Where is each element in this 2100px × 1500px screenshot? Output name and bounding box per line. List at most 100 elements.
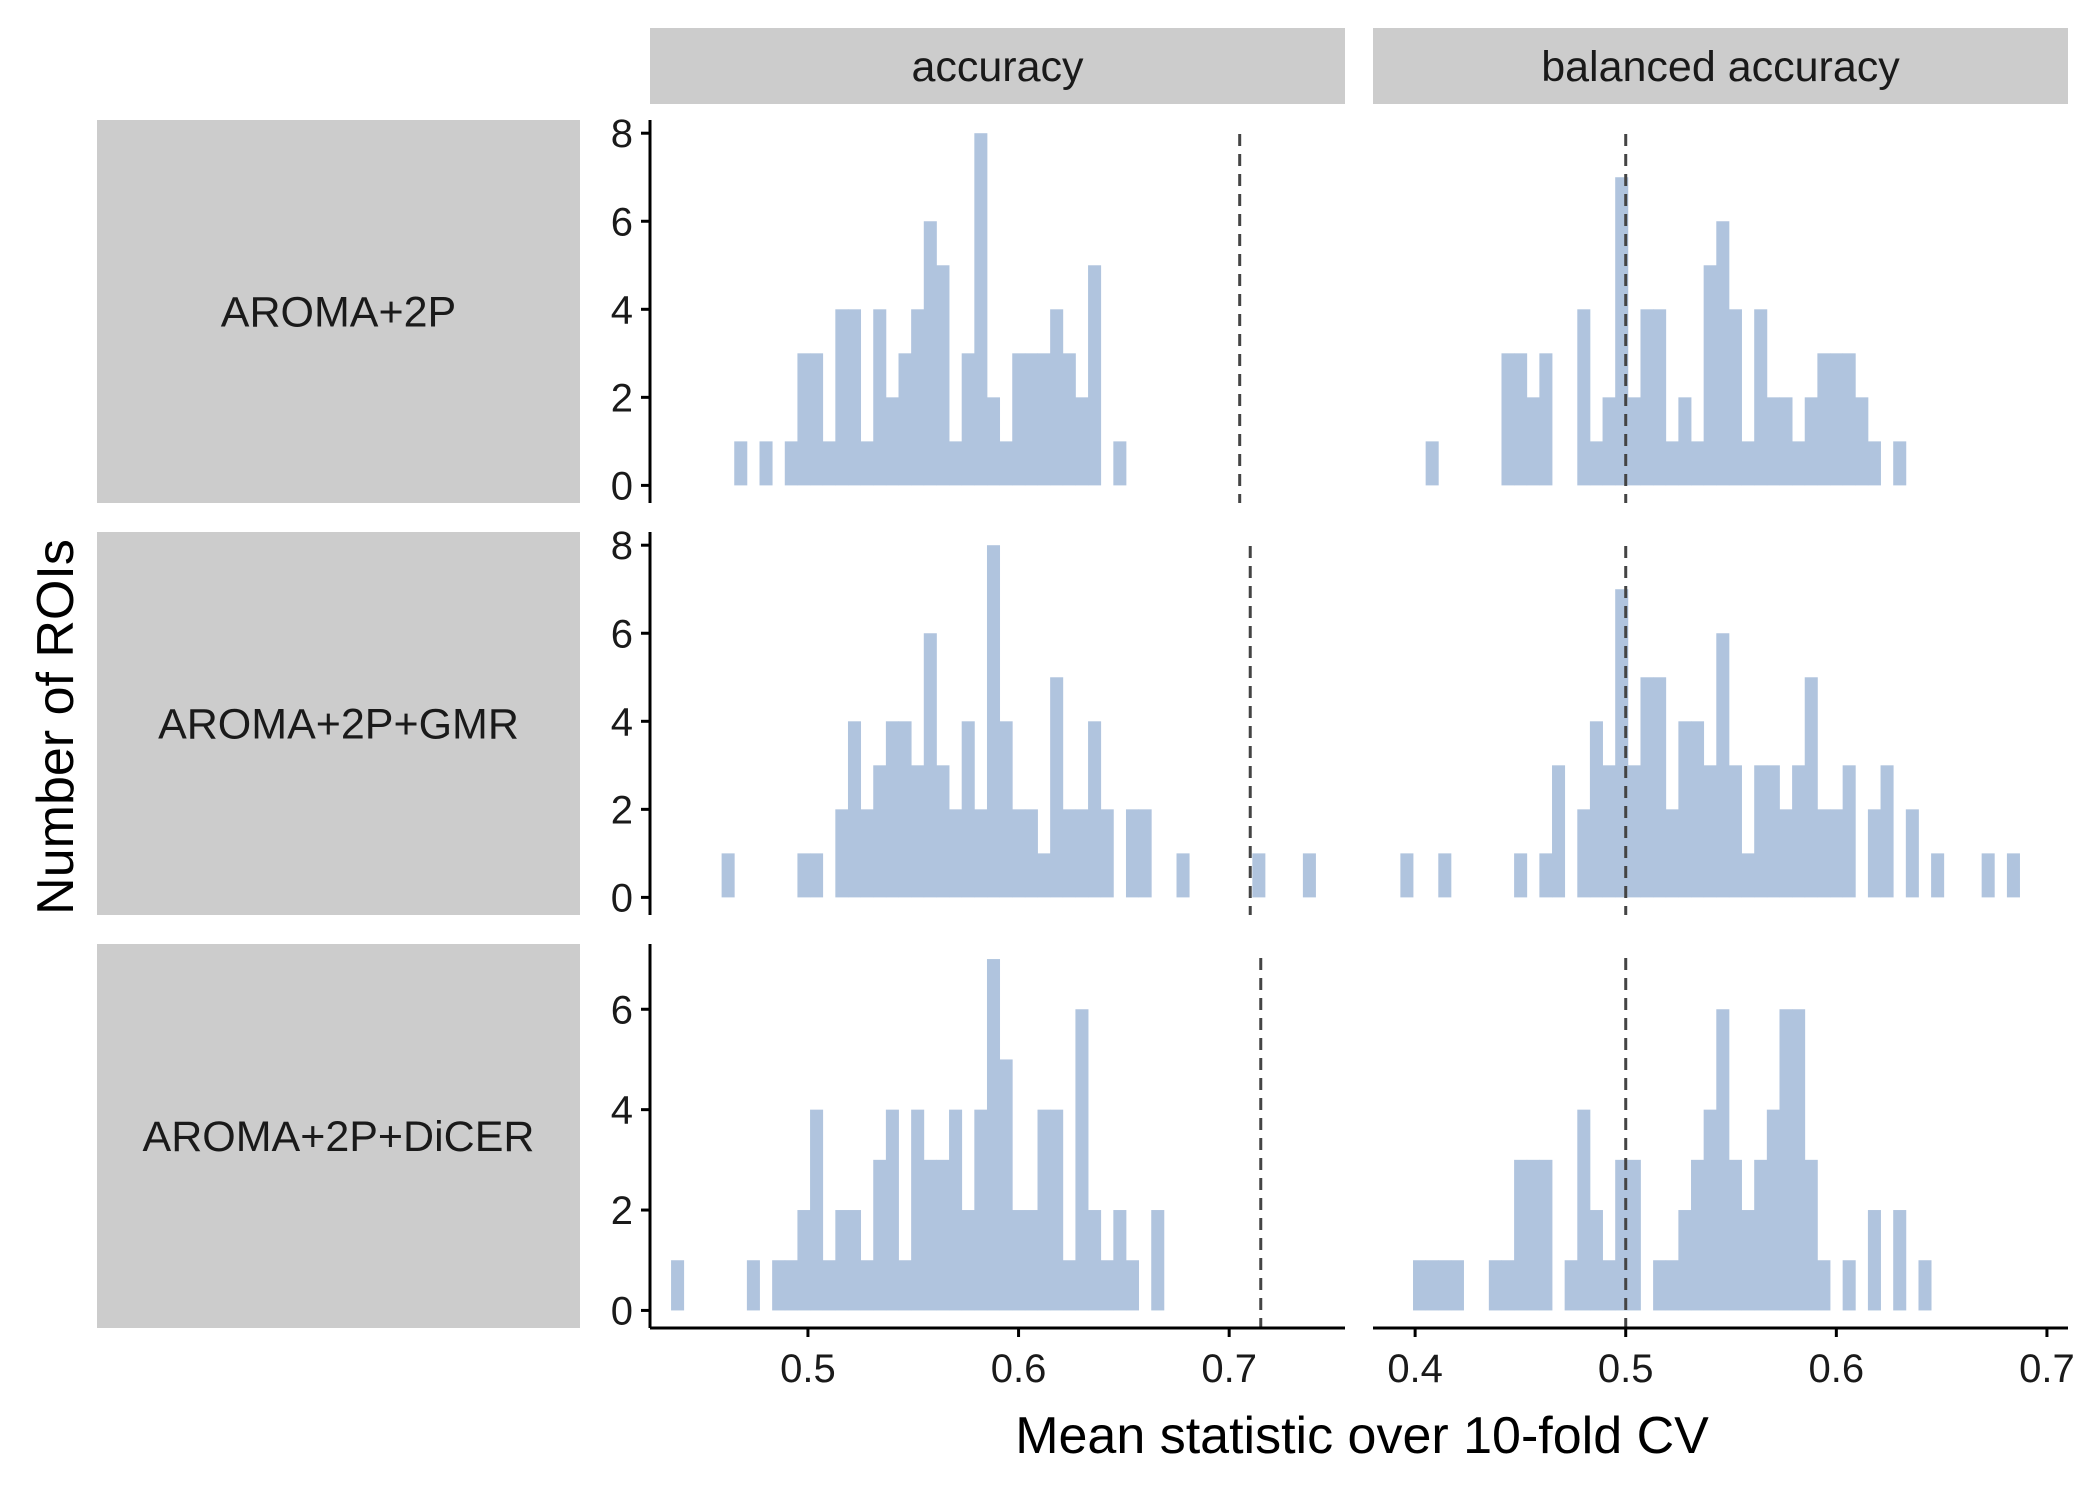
histogram-bar (961, 721, 975, 898)
histogram-bar (1842, 1260, 1856, 1311)
histogram-bar (1577, 809, 1591, 898)
strip-background (97, 532, 580, 915)
histogram-bar (1766, 1109, 1780, 1311)
histogram-bar (1050, 1109, 1064, 1311)
histogram-bar (1804, 677, 1818, 898)
histogram-bar (1627, 1159, 1641, 1311)
histogram-bar (1766, 397, 1780, 486)
histogram-bar (1867, 441, 1881, 486)
histogram-bar (1867, 809, 1881, 898)
histogram-bar (898, 353, 912, 486)
histogram-bar (1741, 441, 1755, 486)
histogram-bar (1779, 1009, 1793, 1311)
histogram-bar (1113, 441, 1127, 486)
histogram-bar (784, 1260, 798, 1311)
panel-aroma-2p-gmr-balanced-accuracy (1400, 546, 2020, 915)
histogram-bar (911, 1109, 925, 1311)
row-strip-aroma-2p-dicer: AROMA+2P+DiCER (97, 944, 580, 1328)
histogram-bar (1842, 765, 1856, 898)
histogram-bar (1665, 809, 1679, 898)
x-axis-balanced-accuracy: 0.4 0.5 0.6 0.7 (1373, 1326, 2075, 1391)
histogram-bar (1867, 1210, 1881, 1311)
histogram-bar (1125, 1260, 1140, 1311)
histogram-bar (974, 133, 988, 486)
histogram-bar (999, 441, 1013, 486)
histogram-bar (1514, 853, 1528, 898)
histogram-bar (860, 1260, 874, 1311)
y-tick-label: 8 (611, 524, 633, 568)
histogram-bar (1792, 1009, 1806, 1311)
y-tick-label: 4 (611, 288, 633, 332)
histogram-bar (1716, 633, 1730, 898)
histogram-bar (1792, 765, 1806, 898)
row-strip-aroma-2p: AROMA+2P (97, 120, 580, 503)
histogram-bar (1640, 677, 1654, 898)
histogram-bar (1741, 1210, 1755, 1311)
histogram-bar (1100, 809, 1114, 898)
histogram-bar (1012, 809, 1026, 898)
histogram-bar (1577, 1109, 1591, 1311)
histogram-bar (1075, 1009, 1089, 1311)
histogram-bar (1804, 1159, 1818, 1311)
histogram-bar (1918, 1260, 1932, 1311)
histogram-bar (1880, 765, 1894, 898)
histogram-bar (1703, 265, 1717, 486)
panel-aroma-2p-dicer-balanced-accuracy (1413, 958, 1932, 1328)
histogram-bar (860, 441, 874, 486)
histogram-bar (1100, 1260, 1114, 1311)
histogram-bar (1665, 441, 1679, 486)
histogram-bar (1526, 397, 1540, 486)
histogram-bar (1615, 1159, 1629, 1311)
histogram-bar (986, 959, 1001, 1311)
histogram-bar (1413, 1260, 1427, 1311)
histogram-bar (1062, 353, 1076, 486)
histogram-bar (810, 853, 824, 898)
x-axis-accuracy: 0.5 0.6 0.7 (650, 1326, 1345, 1391)
histogram-bar (898, 1260, 912, 1311)
histogram-bar (759, 441, 773, 486)
column-strip-label: balanced accuracy (1541, 43, 1900, 91)
histogram-bar (986, 545, 1001, 898)
y-tick-label: 4 (611, 700, 633, 744)
y-tick-label: 4 (611, 1089, 633, 1133)
histogram-bar (986, 397, 1001, 486)
y-tick-label: 2 (611, 788, 633, 832)
facet-strips: accuracy balanced accuracy AROMA+2P AROMA+2… (97, 28, 2068, 1328)
strip-background (97, 120, 580, 503)
histogram-bar (1539, 1159, 1553, 1311)
histogram-bar (671, 1260, 685, 1311)
x-tick-label: 0.5 (1598, 1347, 1654, 1391)
histogram-bar (1640, 309, 1654, 486)
histogram-bar (2006, 853, 2020, 898)
row-strip-label: AROMA+2P (221, 289, 456, 337)
histogram-bar (772, 1260, 786, 1311)
histogram-bar (1438, 1260, 1452, 1311)
histogram-bar (797, 1210, 811, 1311)
histogram-bar (1754, 765, 1768, 898)
histogram-bar (1564, 1260, 1578, 1311)
histogram-bar (885, 397, 899, 486)
histogram-bar (1893, 441, 1907, 486)
histogram-bar (1037, 1109, 1051, 1311)
histogram-bar (1024, 809, 1038, 898)
y-axis-aroma-2p-dicer: 0 2 4 6 (611, 944, 652, 1333)
histogram-bar (949, 1109, 963, 1311)
histogram-bar (1488, 1260, 1502, 1311)
histogram-bar (1703, 765, 1717, 898)
histogram-bar (1741, 853, 1755, 898)
histogram-bar (1779, 397, 1793, 486)
histogram-bar (1589, 1210, 1603, 1311)
histogram-bar (1804, 397, 1818, 486)
histogram-bar (898, 721, 912, 898)
histogram-bar (1691, 721, 1705, 898)
histogram-bar (1425, 1260, 1439, 1311)
histogram-bar (797, 853, 811, 898)
histogram-bar (1088, 721, 1102, 898)
histogram-bar (936, 265, 950, 486)
histogram-bar (810, 1109, 824, 1311)
histogram-bar (1842, 353, 1856, 486)
histogram-bar (1024, 1210, 1038, 1311)
x-tick-label: 0.5 (780, 1347, 836, 1391)
histogram-bar (999, 1059, 1013, 1311)
histogram-bar (999, 721, 1013, 898)
